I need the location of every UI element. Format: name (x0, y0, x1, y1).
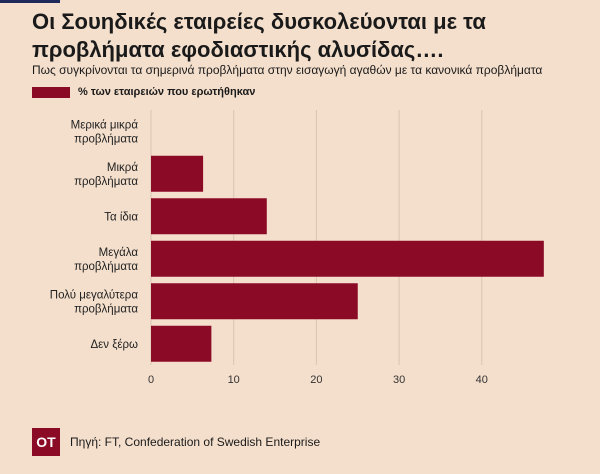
top-accent-rule (0, 0, 60, 3)
bar (151, 240, 544, 277)
source-note: Πηγή: FT, Confederation of Swedish Enter… (70, 435, 321, 449)
category-label: προβλήματα (74, 176, 138, 188)
category-label: προβλήματα (74, 261, 138, 273)
category-label: προβλήματα (74, 303, 138, 315)
category-label: Δεν ξέρω (90, 339, 138, 351)
category-label: Μεγάλα (99, 247, 139, 259)
footer: OT Πηγή: FT, Confederation of Swedish En… (32, 428, 320, 456)
bar (151, 325, 212, 362)
legend-swatch (32, 86, 70, 98)
x-tick-label: 40 (476, 374, 488, 386)
chart-subtitle: Πως συγκρίνονται τα σημερινά προβλήματα … (32, 63, 543, 77)
x-tick-label: 0 (148, 374, 154, 386)
category-label: Τα ίδια (104, 211, 138, 223)
chart-title: Οι Σουηδικές εταιρείες δυσκολεύονται με … (32, 9, 486, 62)
bar (151, 198, 267, 235)
bar (151, 155, 204, 192)
category-label: Μικρά (107, 162, 138, 174)
category-label: προβλήματα (74, 133, 138, 145)
x-tick-label: 20 (310, 374, 322, 386)
x-tick-label: 10 (228, 374, 240, 386)
category-label: Πολύ μεγαλύτερα (50, 289, 139, 301)
legend-label: % των εταιρειών που ερωτήθηκαν (78, 86, 256, 98)
bar (151, 283, 358, 320)
x-tick-label: 30 (393, 374, 405, 386)
category-label: Μερικά μικρά (71, 119, 139, 131)
legend: % των εταιρειών που ερωτήθηκαν (32, 86, 255, 98)
ot-logo: OT (32, 428, 60, 456)
